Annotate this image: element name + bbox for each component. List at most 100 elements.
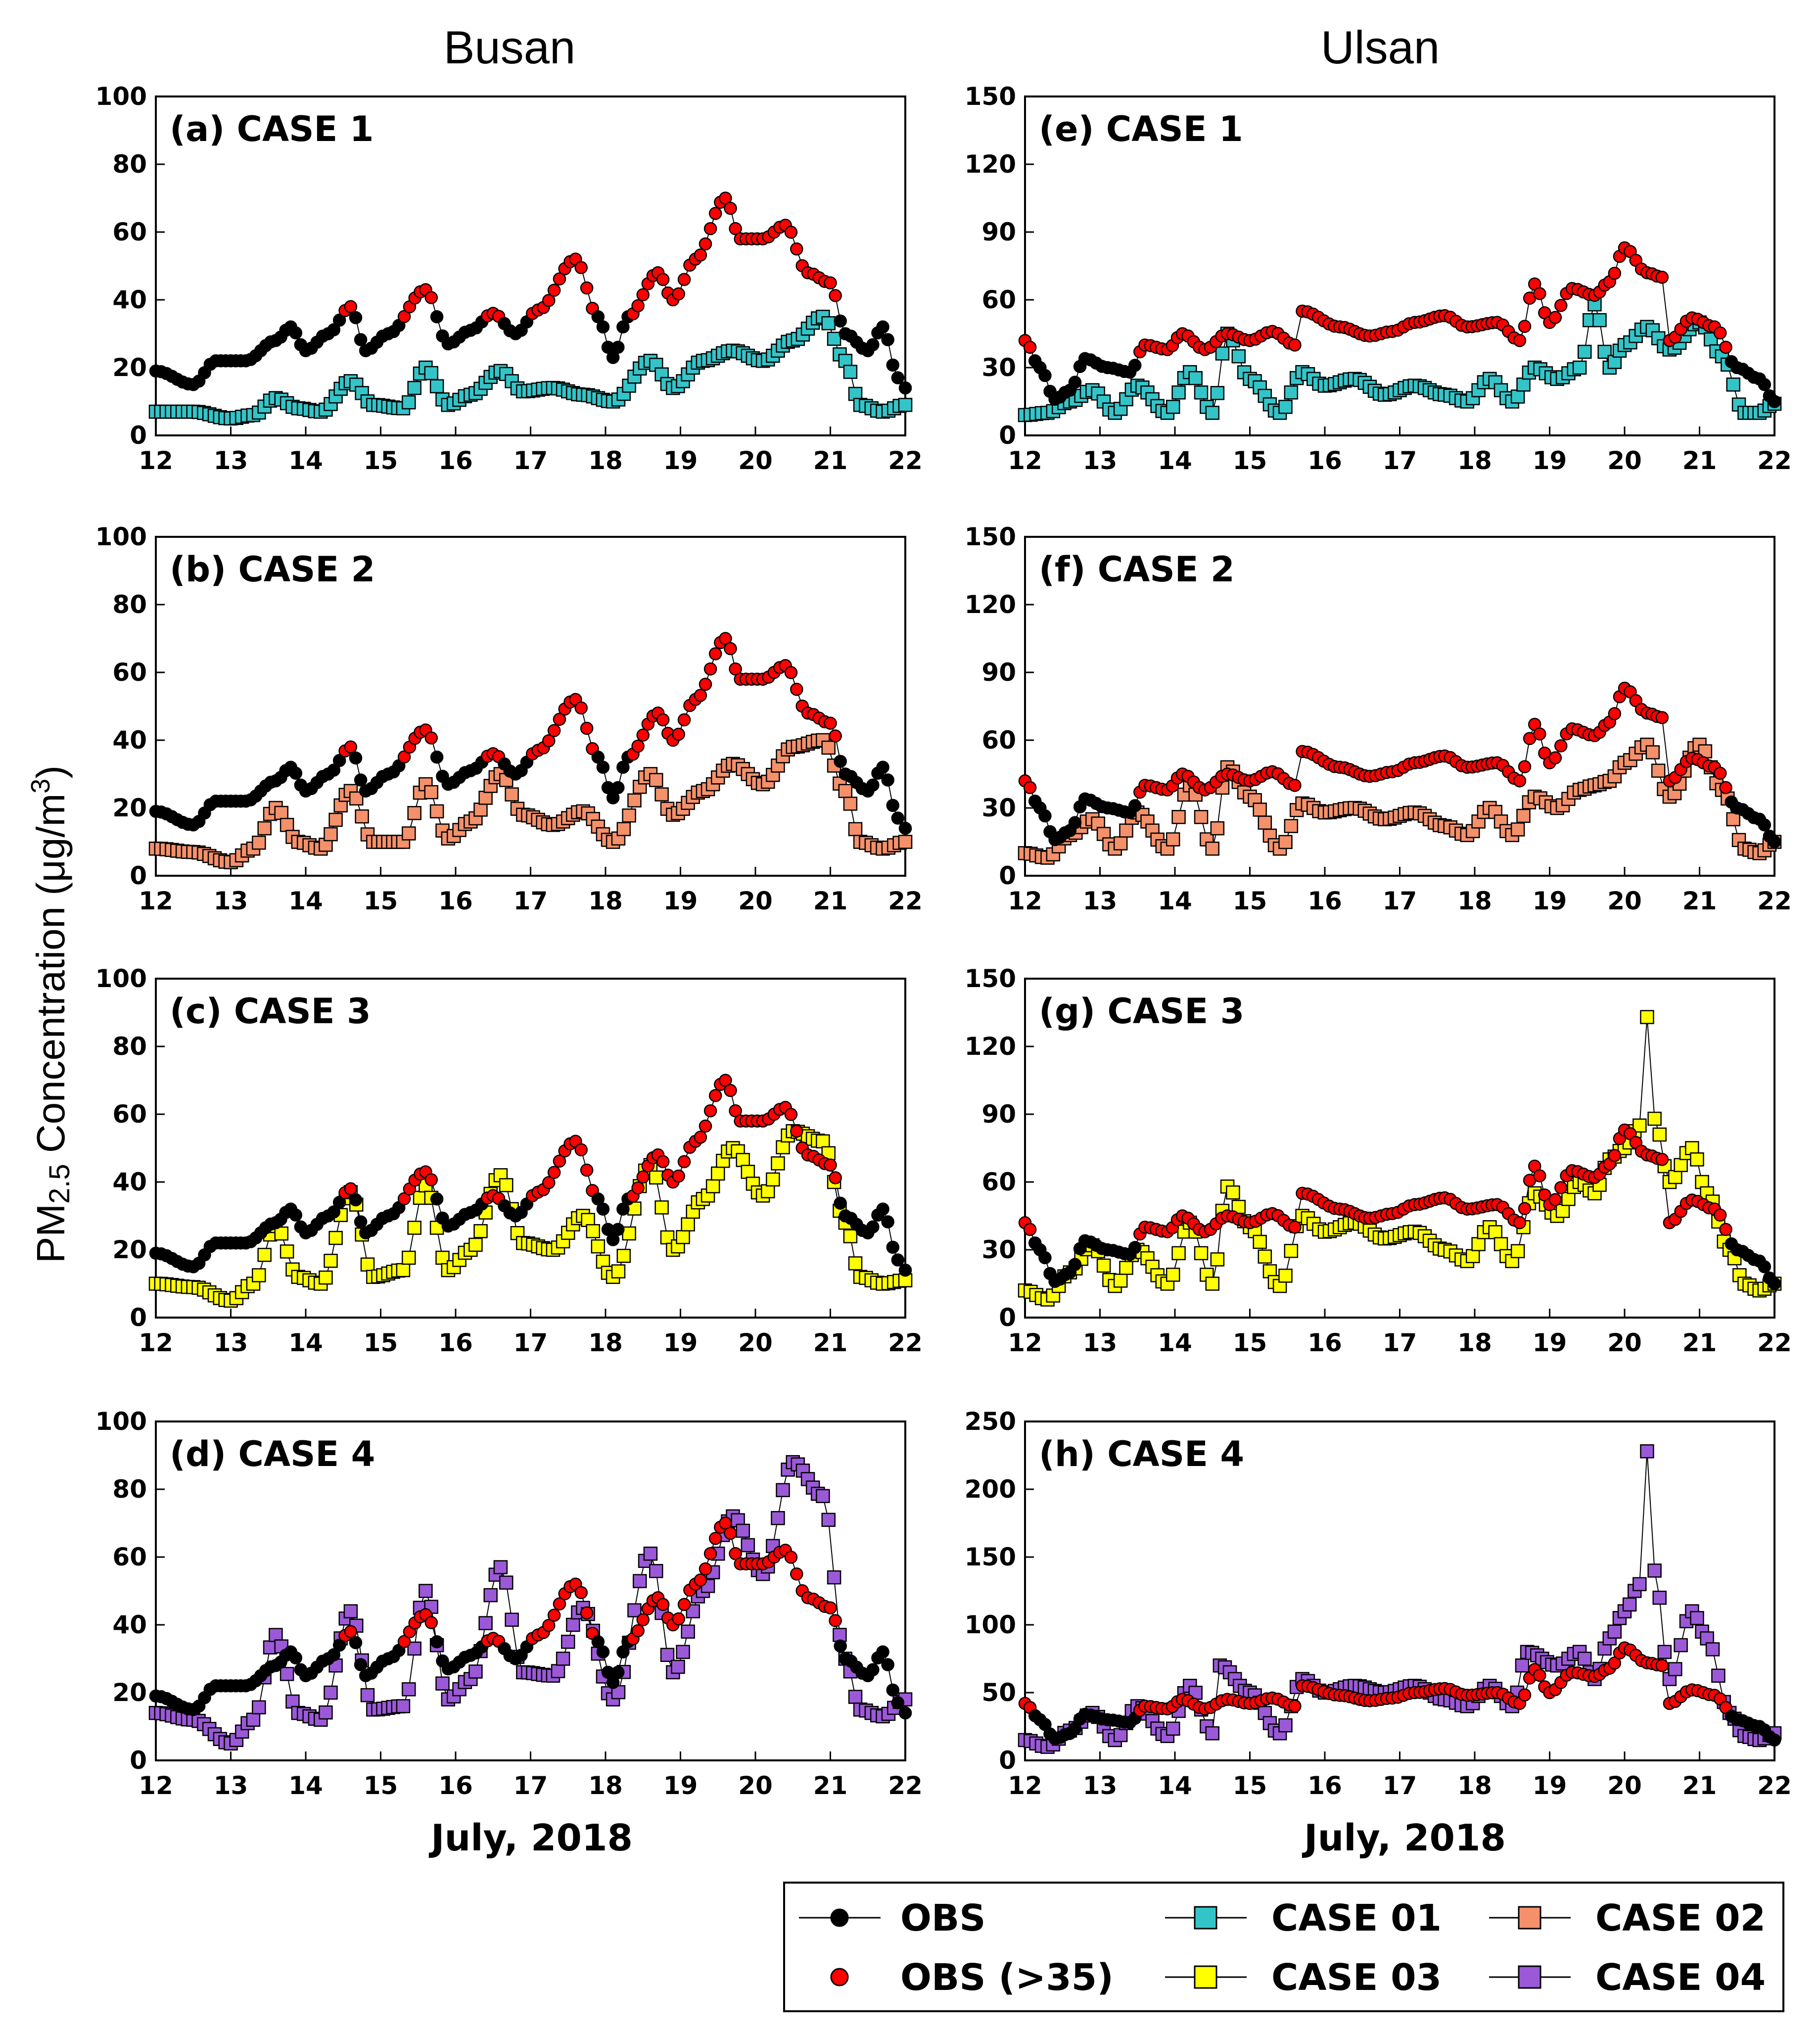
obs-point-exceed (724, 201, 737, 215)
model-point (246, 1712, 261, 1727)
obs-point-exceed (1533, 1169, 1546, 1183)
model-point (843, 1229, 858, 1243)
obs-point (327, 323, 341, 336)
obs-point-exceed (547, 1166, 561, 1179)
y-tick-label: 60 (981, 726, 1016, 755)
obs-point (881, 333, 894, 346)
obs-point-exceed (784, 1551, 798, 1564)
y-tick-label: 0 (130, 1303, 147, 1332)
model-point (816, 1134, 830, 1149)
model-point (616, 822, 631, 836)
y-tick-label: 120 (965, 150, 1016, 179)
model-point (429, 379, 444, 393)
model-point (654, 1200, 669, 1215)
model-point (468, 1237, 483, 1252)
obs-point-exceed (1713, 326, 1727, 340)
y-tick-label: 30 (981, 353, 1016, 382)
obs-point-exceed (784, 226, 798, 239)
obs-point (289, 326, 303, 340)
model-point (1119, 1261, 1133, 1275)
model-point (816, 1489, 830, 1503)
obs-point (1768, 1733, 1781, 1747)
model-point (1205, 1726, 1219, 1741)
model-point (280, 1244, 294, 1259)
model-point (1253, 1234, 1267, 1249)
chart-panels: 0 20 40 60 80 100 12 13 14 15 16 17 18 19 20 21 22 (a) CA… (95, 82, 1792, 1800)
panel-title: (e) CASE 1 (1039, 109, 1243, 149)
x-tick-label: 21 (813, 887, 848, 915)
x-tick-label: 13 (1083, 446, 1118, 475)
panel-title: (d) CASE 4 (170, 1434, 375, 1474)
model-point (1622, 1597, 1637, 1612)
y-tick-label: 0 (130, 421, 147, 450)
model-point (1166, 1268, 1180, 1282)
x-tick-label: 14 (288, 1328, 323, 1357)
panel-title: (c) CASE 3 (170, 991, 371, 1032)
y-tick-label: 150 (965, 1543, 1016, 1571)
x-tick-label: 22 (888, 887, 923, 915)
x-tick-label: 21 (813, 446, 848, 475)
obs-point (354, 1658, 368, 1671)
model-point (1113, 1728, 1128, 1743)
model-point (1096, 1258, 1111, 1273)
x-tick-label: 13 (1083, 1328, 1118, 1357)
panel-c: 0 20 40 60 80 100 12 13 14 15 16 17 18 19 20 21 22 (c) CA… (95, 964, 923, 1357)
obs-point-exceed (1288, 1221, 1302, 1234)
obs-point-exceed (672, 1169, 685, 1183)
obs-point-exceed (397, 1635, 411, 1649)
obs-point-exceed (672, 1612, 685, 1626)
model-point (827, 331, 841, 346)
panel-title: (h) CASE 4 (1039, 1434, 1244, 1474)
model-point (649, 773, 663, 787)
model-point (402, 395, 416, 410)
x-tick-label: 14 (1158, 1328, 1192, 1357)
obs-point (1768, 1277, 1781, 1290)
obs-point-exceed (1554, 1181, 1568, 1194)
model-point (766, 1172, 780, 1187)
model-point (1119, 823, 1133, 838)
model-point (566, 1617, 580, 1632)
model-point (1640, 1444, 1654, 1459)
obs-point-exceed (1655, 1658, 1669, 1672)
panel-h: 0 50 100 150 200 250 12 13 14 15 16 17 18 19 20 21 22 (h)… (965, 1407, 1792, 1800)
model-point (1516, 808, 1531, 823)
obs-point (349, 1636, 363, 1650)
obs-point (611, 781, 625, 795)
obs-point-exceed (1518, 760, 1532, 773)
obs-point-exceed (694, 248, 707, 262)
x-tick-label: 12 (139, 446, 173, 475)
obs-point-exceed (547, 1608, 561, 1622)
y-tick-label: 20 (112, 1235, 147, 1264)
model-point (1205, 841, 1219, 856)
legend-box (783, 1882, 1784, 2012)
model-point (1226, 1185, 1240, 1200)
model-point (1647, 1563, 1662, 1578)
model-point (499, 1575, 513, 1590)
model-point (1652, 1590, 1667, 1605)
obs-point (349, 1193, 363, 1207)
obs-point-exceed (1655, 1153, 1669, 1166)
obs-point (1038, 1251, 1052, 1265)
legend-label-obs: OBS (900, 1897, 986, 1939)
x-tick-label: 13 (214, 887, 248, 915)
legend-marker-obs-gt35 (830, 1968, 849, 1987)
x-tick-label: 19 (663, 1771, 698, 1800)
obs-point (332, 313, 346, 327)
obs-point-exceed (1513, 1216, 1527, 1230)
model-point (643, 1546, 658, 1561)
obs-point-exceed (1513, 774, 1527, 788)
model-point (1278, 835, 1293, 850)
model-point (681, 1624, 695, 1639)
model-point (402, 1250, 416, 1265)
y-tick-label: 120 (965, 1032, 1016, 1061)
y-tick-label: 20 (112, 353, 147, 382)
panel-title: (b) CASE 2 (170, 549, 375, 590)
model-point (843, 365, 858, 379)
obs-point-exceed (790, 242, 803, 256)
obs-point-exceed (824, 716, 837, 730)
obs-point-exceed (784, 666, 798, 679)
obs-point-exceed (656, 273, 670, 286)
obs-point-exceed (703, 222, 717, 236)
model-point (274, 1226, 289, 1241)
x-tick-label: 12 (1008, 1328, 1042, 1357)
